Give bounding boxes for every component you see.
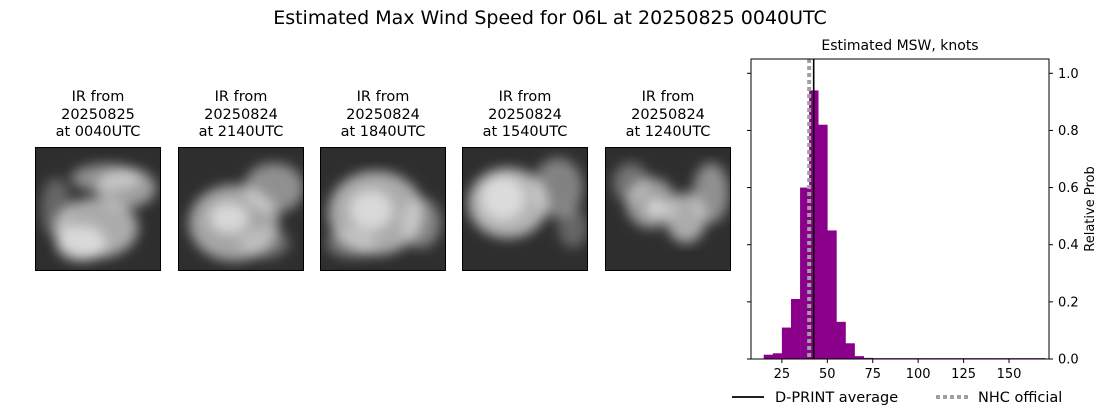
histogram-bar — [790, 299, 801, 359]
histogram-bar — [827, 230, 837, 359]
histogram-bar — [836, 321, 846, 359]
histogram-bar — [772, 353, 783, 359]
x-tick-label: 75 — [864, 367, 881, 382]
x-tick-label: 150 — [997, 367, 1022, 382]
ir-satellite-image — [462, 147, 588, 271]
ir-panel-caption: IR from 20250824 at 1240UTC — [625, 89, 711, 140]
y-tick-label: 0.8 — [1058, 124, 1079, 139]
x-tick-label: 25 — [774, 367, 791, 382]
histogram-bar — [800, 187, 810, 359]
ir-satellite-image — [35, 147, 161, 271]
ir-panel-caption: IR from 20250825 at 0040UTC — [55, 89, 141, 140]
histogram-bar — [818, 124, 828, 359]
y-tick-label: 0.6 — [1058, 181, 1079, 196]
y-tick-label: 0.0 — [1058, 353, 1079, 368]
ir-panel-caption: IR from 20250824 at 1840UTC — [340, 89, 426, 140]
x-tick-label: 100 — [906, 367, 931, 382]
histogram-bar — [763, 354, 774, 359]
figure-title: Estimated Max Wind Speed for 06L at 2025… — [273, 7, 827, 29]
ir-panel: IR from 20250824 at 1840UTC — [320, 89, 446, 271]
ir-panel: IR from 20250825 at 0040UTC — [35, 89, 161, 271]
ir-panel-caption: IR from 20250824 at 2140UTC — [198, 89, 284, 140]
y-tick-label: 0.4 — [1058, 238, 1079, 253]
ir-satellite-image — [605, 147, 731, 271]
y-axis-label: Relative Prob — [1083, 166, 1098, 251]
ir-panel-caption: IR from 20250824 at 1540UTC — [482, 89, 568, 140]
y-tick-label: 0.2 — [1058, 295, 1079, 310]
histogram-bar — [863, 357, 874, 359]
ir-satellite-image — [178, 147, 304, 271]
x-tick-label: 125 — [951, 367, 976, 382]
plot-frame — [750, 58, 1050, 360]
legend-label-d-print: D-PRINT average — [775, 390, 898, 406]
ir-satellite-image — [320, 147, 446, 271]
histogram-bar — [781, 327, 792, 359]
ir-panel: IR from 20250824 at 1240UTC — [605, 89, 731, 271]
y-tick-label: 1.0 — [1058, 67, 1079, 82]
ir-panel: IR from 20250824 at 2140UTC — [178, 89, 304, 271]
chart-title: Estimated MSW, knots — [821, 38, 978, 54]
x-tick-label: 50 — [819, 367, 836, 382]
ir-panel: IR from 20250824 at 1540UTC — [462, 89, 588, 271]
histogram-bar — [845, 343, 855, 359]
legend-label-nhc: NHC official — [978, 390, 1062, 406]
histogram-bar — [854, 356, 864, 359]
